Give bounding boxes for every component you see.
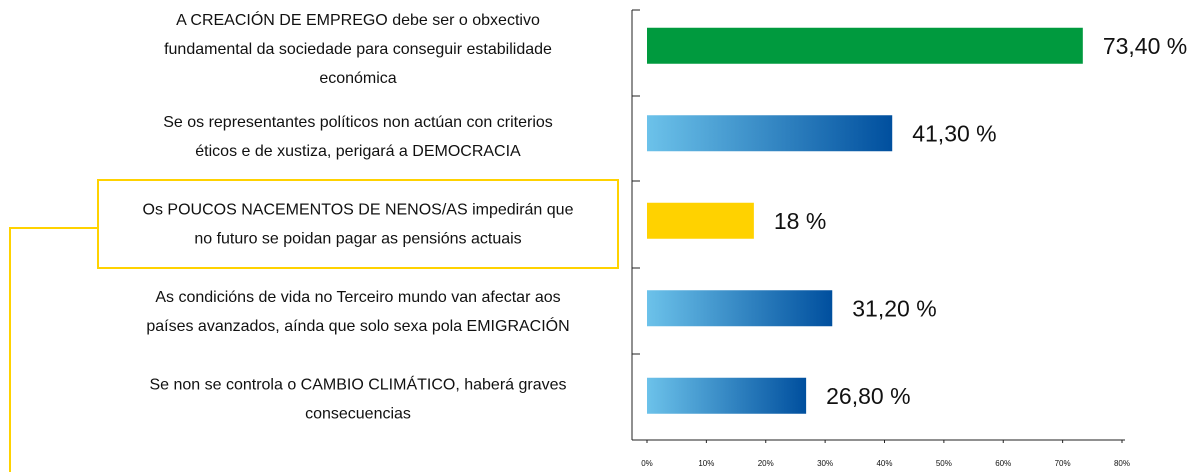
bar	[647, 202, 754, 239]
bar	[647, 115, 893, 152]
category-label: no futuro se poidan pagar as pensións ac…	[194, 230, 521, 247]
category-separators	[632, 9, 640, 355]
bar	[647, 27, 1083, 64]
category-label: consecuencias	[305, 405, 411, 422]
category-label: Se non se controla o CAMBIO CLIMÁTICO, h…	[149, 374, 566, 393]
x-tick-label: 80%	[1114, 459, 1130, 468]
value-label: 41,30 %	[912, 120, 996, 146]
category-label: países avanzados, aínda que solo sexa po…	[146, 316, 569, 335]
x-tick-label: 60%	[995, 459, 1011, 468]
category-label: económica	[319, 70, 396, 87]
bar	[647, 290, 833, 327]
x-tick-label: 70%	[1055, 459, 1071, 468]
value-label: 73,40 %	[1103, 33, 1187, 59]
value-label: 31,20 %	[852, 295, 936, 321]
x-tick-label: 30%	[817, 459, 833, 468]
x-tick-label: 50%	[936, 459, 952, 468]
x-tick-label: 20%	[758, 459, 774, 468]
x-tick-label: 40%	[876, 459, 892, 468]
x-tick-label: 0%	[641, 459, 653, 468]
category-label: As condicións de vida no Terceiro mundo …	[155, 289, 560, 306]
bar	[647, 377, 807, 414]
x-tick-label: 10%	[698, 459, 714, 468]
value-label: 18 %	[774, 208, 826, 234]
highlight-box	[97, 179, 619, 269]
highlight-connector	[9, 227, 98, 472]
category-label: fundamental da sociedade para conseguir …	[164, 41, 552, 58]
value-label: 26,80 %	[826, 383, 910, 409]
category-label: Os POUCOS NACEMENTOS DE NENOS/AS impedir…	[143, 201, 574, 218]
category-label: Se os representantes políticos non actúa…	[163, 114, 553, 131]
category-label: éticos e de xustiza, perigará a DEMOCRAC…	[195, 143, 521, 160]
category-label: A CREACIÓN DE EMPREGO debe ser o obxecti…	[176, 10, 540, 29]
